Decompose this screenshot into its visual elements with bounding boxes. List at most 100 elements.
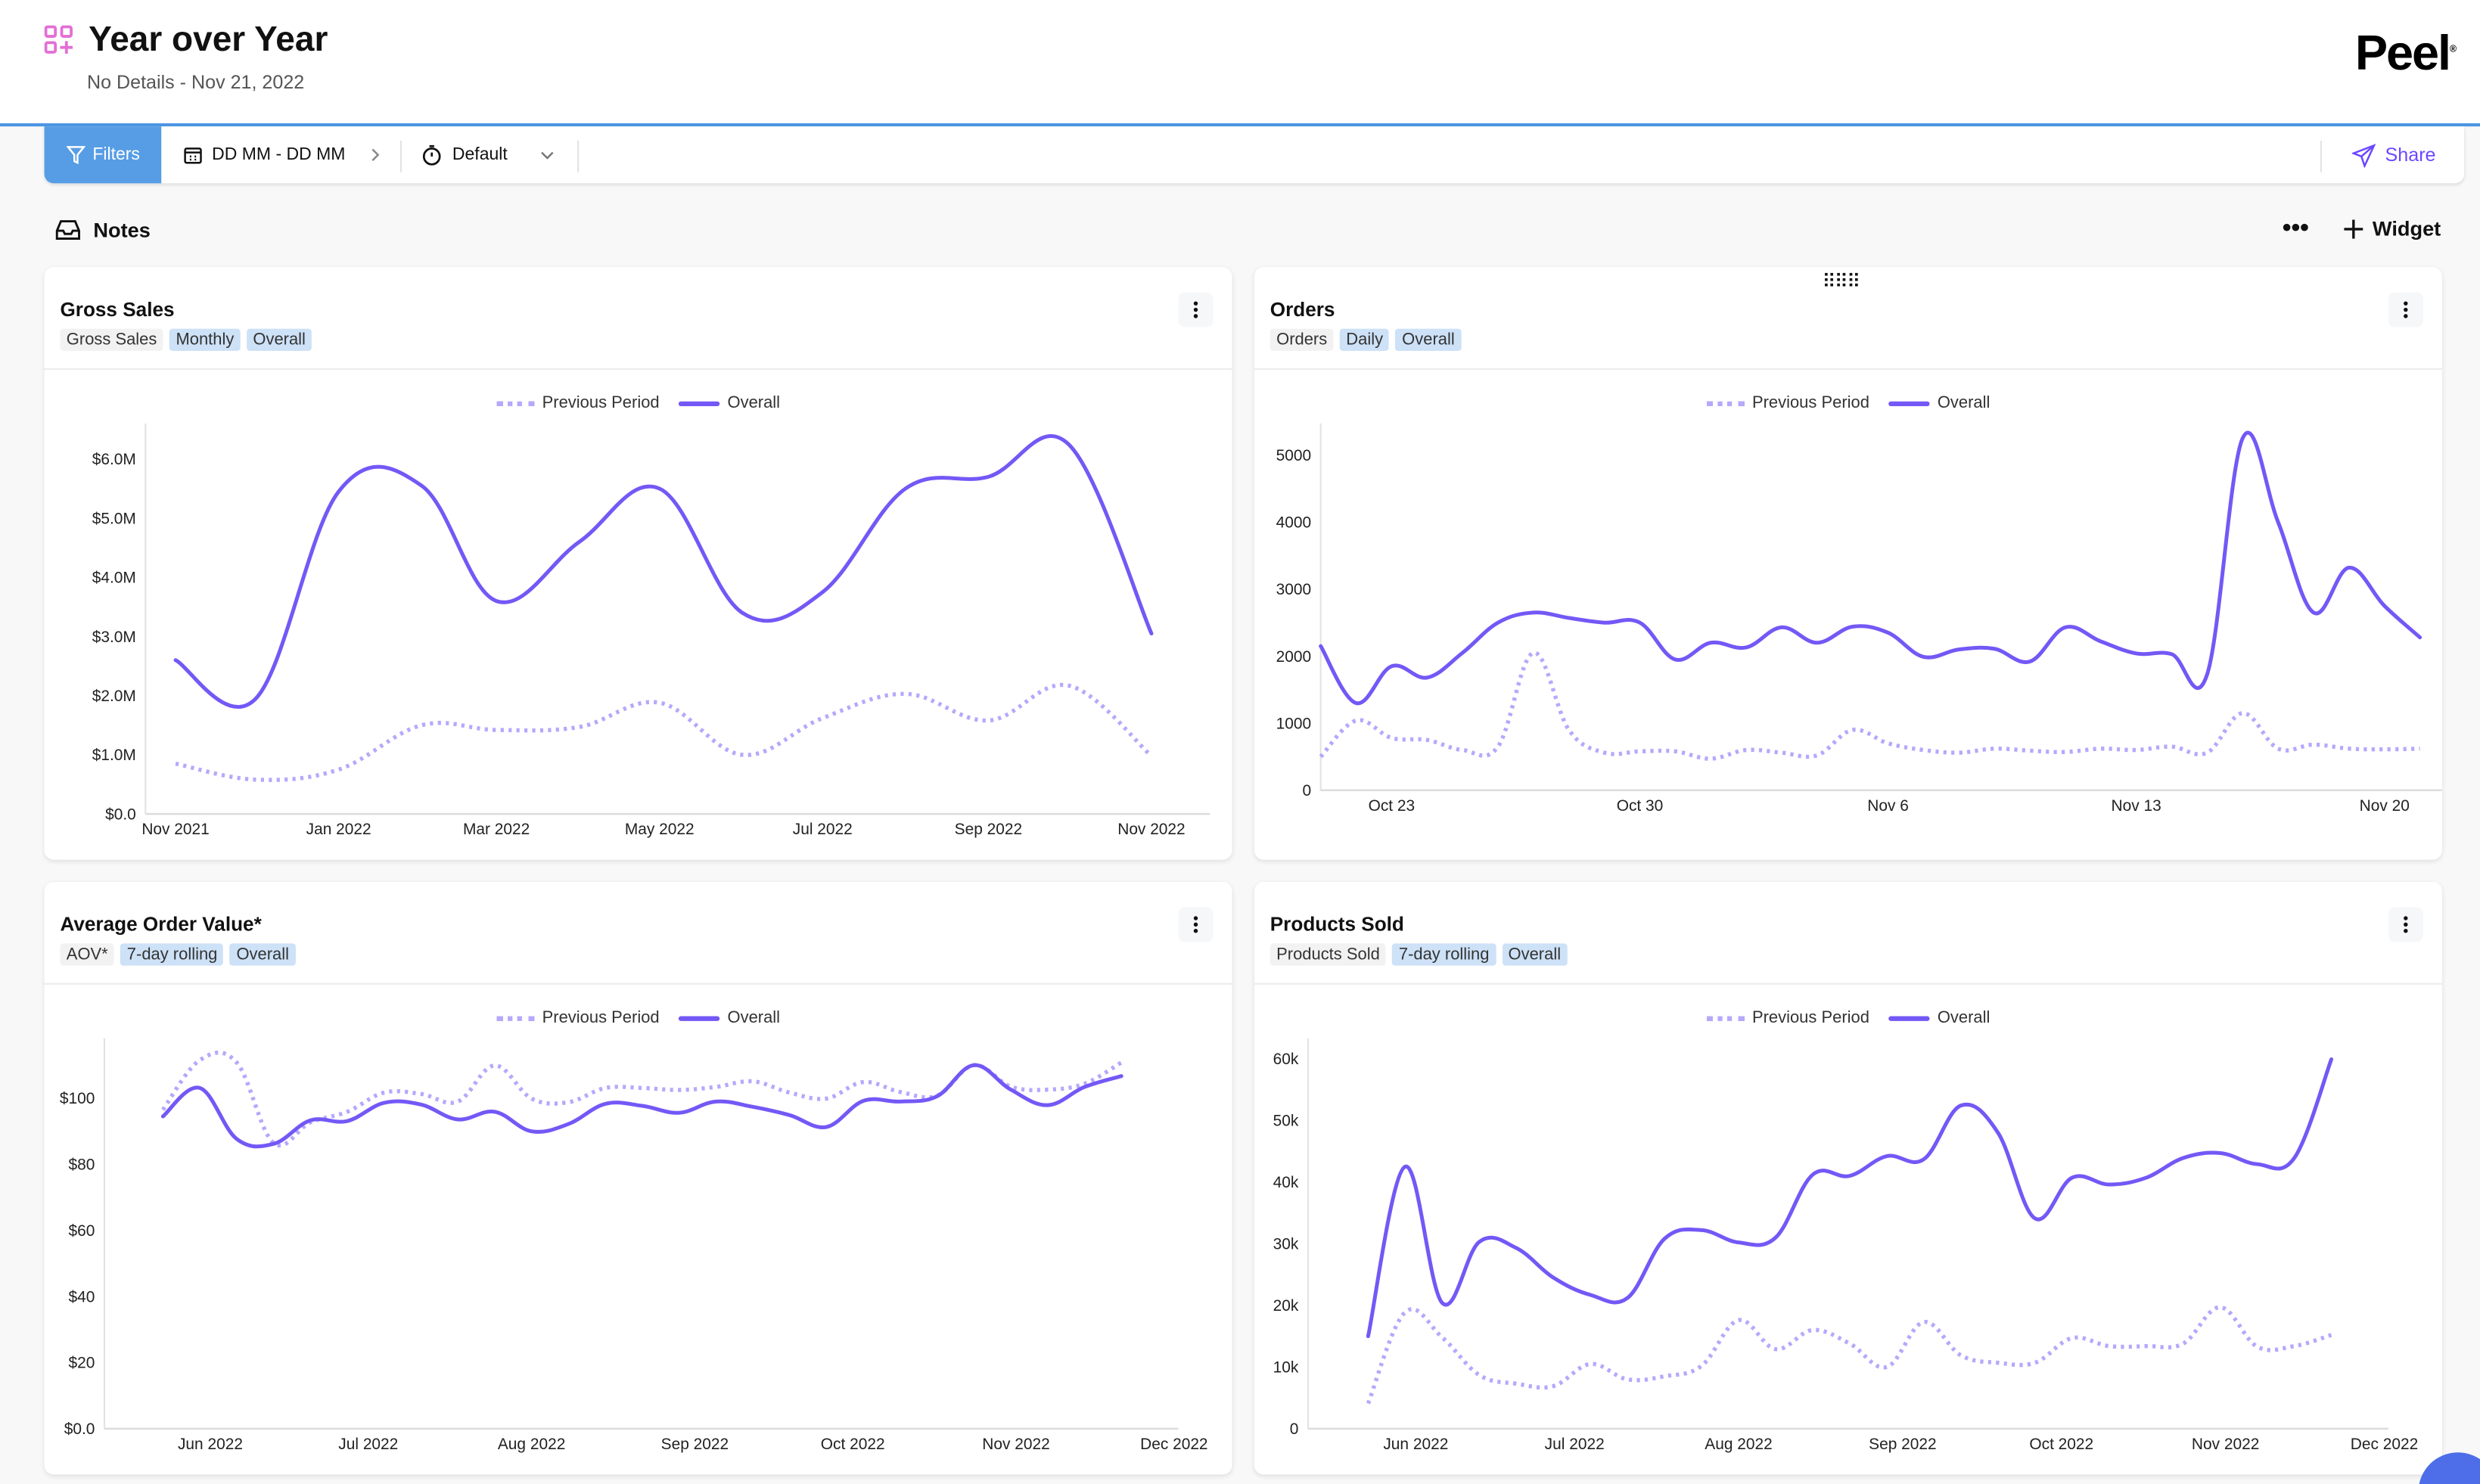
data-point[interactable]	[1547, 1271, 1560, 1284]
data-point[interactable]	[490, 595, 503, 607]
data-point[interactable]	[2272, 742, 2285, 755]
widget-tag[interactable]: Monthly	[169, 328, 241, 351]
data-point[interactable]	[1988, 742, 2001, 755]
data-point[interactable]	[1669, 654, 1682, 666]
data-point[interactable]	[415, 480, 428, 492]
data-point[interactable]	[894, 1095, 907, 1108]
data-point[interactable]	[2251, 1158, 2264, 1171]
data-point[interactable]	[1527, 607, 1540, 619]
data-point[interactable]	[1695, 1224, 1708, 1237]
data-point[interactable]	[1350, 714, 1363, 727]
data-point[interactable]	[747, 1101, 760, 1113]
data-point[interactable]	[673, 1084, 685, 1097]
data-point[interactable]	[736, 607, 749, 619]
legend-previous-period[interactable]: Previous Period	[1706, 1008, 1869, 1027]
data-point[interactable]	[2378, 600, 2391, 613]
data-point[interactable]	[2094, 635, 2107, 648]
data-point[interactable]	[1510, 1377, 1523, 1390]
data-point[interactable]	[1385, 731, 1398, 744]
data-point[interactable]	[1881, 1150, 1894, 1163]
data-point[interactable]	[230, 1056, 243, 1069]
data-point[interactable]	[1776, 621, 1789, 634]
data-point[interactable]	[2251, 1340, 2264, 1353]
data-point[interactable]	[1062, 679, 1075, 692]
widget-tag[interactable]: 7-day rolling	[120, 943, 224, 966]
data-point[interactable]	[2140, 1340, 2152, 1352]
data-point[interactable]	[562, 1096, 575, 1109]
data-point[interactable]	[1399, 1305, 1412, 1318]
data-point[interactable]	[1062, 438, 1075, 451]
data-point[interactable]	[1846, 724, 1859, 737]
series-line-overall[interactable]	[160, 1063, 1123, 1149]
data-point[interactable]	[1733, 1236, 1745, 1249]
data-point[interactable]	[1954, 1099, 1967, 1112]
data-point[interactable]	[2308, 738, 2320, 751]
data-point[interactable]	[1621, 1373, 1634, 1386]
data-point[interactable]	[1705, 636, 1717, 649]
data-point[interactable]	[968, 1059, 981, 1072]
data-point[interactable]	[1954, 1349, 1967, 1362]
data-point[interactable]	[2024, 655, 2037, 668]
data-point[interactable]	[899, 483, 912, 495]
data-point[interactable]	[816, 712, 829, 725]
widget-menu-button[interactable]	[1178, 907, 1214, 942]
legend-previous-period[interactable]: Previous Period	[1706, 393, 1869, 412]
legend-overall[interactable]: Overall	[1888, 1008, 1990, 1027]
data-point[interactable]	[1658, 1370, 1671, 1383]
data-point[interactable]	[2102, 1178, 2115, 1191]
data-point[interactable]	[2065, 1172, 2078, 1184]
data-point[interactable]	[1695, 1359, 1708, 1372]
data-point[interactable]	[2024, 744, 2037, 757]
data-point[interactable]	[710, 1081, 723, 1094]
data-point[interactable]	[2325, 1329, 2338, 1342]
series-line-previous-period[interactable]	[1319, 650, 2420, 761]
data-point[interactable]	[573, 721, 586, 734]
data-point[interactable]	[250, 773, 263, 786]
data-point[interactable]	[452, 1113, 465, 1126]
data-point[interactable]	[1145, 750, 1158, 762]
data-point[interactable]	[452, 1095, 465, 1108]
data-point[interactable]	[783, 1086, 796, 1099]
data-point[interactable]	[820, 1092, 833, 1105]
preset-dropdown[interactable]: Default	[421, 126, 555, 183]
data-point[interactable]	[1492, 740, 1505, 753]
data-point[interactable]	[783, 1109, 796, 1122]
legend-previous-period[interactable]: Previous Period	[496, 1008, 660, 1027]
data-point[interactable]	[1917, 650, 1930, 663]
data-point[interactable]	[1882, 737, 1894, 750]
chevron-right-icon[interactable]	[368, 147, 384, 163]
data-point[interactable]	[636, 1082, 648, 1094]
data-point[interactable]	[816, 585, 829, 598]
data-point[interactable]	[1436, 1331, 1449, 1344]
data-point[interactable]	[1362, 1397, 1375, 1410]
data-point[interactable]	[1078, 1081, 1091, 1094]
data-point[interactable]	[267, 1138, 280, 1150]
widget-tag[interactable]: Products Sold	[1270, 943, 1387, 966]
data-point[interactable]	[1399, 1160, 1412, 1173]
data-point[interactable]	[2413, 631, 2426, 644]
data-point[interactable]	[2214, 1301, 2227, 1314]
data-point[interactable]	[1633, 745, 1646, 758]
data-point[interactable]	[1882, 626, 1894, 639]
data-point[interactable]	[857, 1076, 870, 1088]
data-point[interactable]	[2165, 647, 2178, 660]
data-point[interactable]	[820, 1121, 833, 1134]
data-point[interactable]	[1705, 753, 1717, 765]
data-point[interactable]	[2130, 744, 2143, 756]
widget-menu-button[interactable]	[2388, 907, 2423, 942]
data-point[interactable]	[1115, 1056, 1128, 1069]
data-point[interactable]	[1917, 744, 1930, 756]
data-point[interactable]	[1658, 1232, 1671, 1245]
data-point[interactable]	[2288, 1152, 2301, 1165]
legend-overall[interactable]: Overall	[678, 1008, 780, 1027]
data-point[interactable]	[1770, 1343, 1782, 1355]
data-point[interactable]	[2201, 668, 2214, 681]
data-point[interactable]	[562, 1118, 575, 1131]
data-point[interactable]	[1918, 1153, 1931, 1166]
data-point[interactable]	[1314, 640, 1327, 653]
data-point[interactable]	[169, 654, 182, 666]
data-point[interactable]	[2177, 1337, 2189, 1350]
data-point[interactable]	[653, 697, 666, 709]
data-point[interactable]	[710, 1095, 723, 1108]
data-point[interactable]	[2308, 607, 2320, 619]
